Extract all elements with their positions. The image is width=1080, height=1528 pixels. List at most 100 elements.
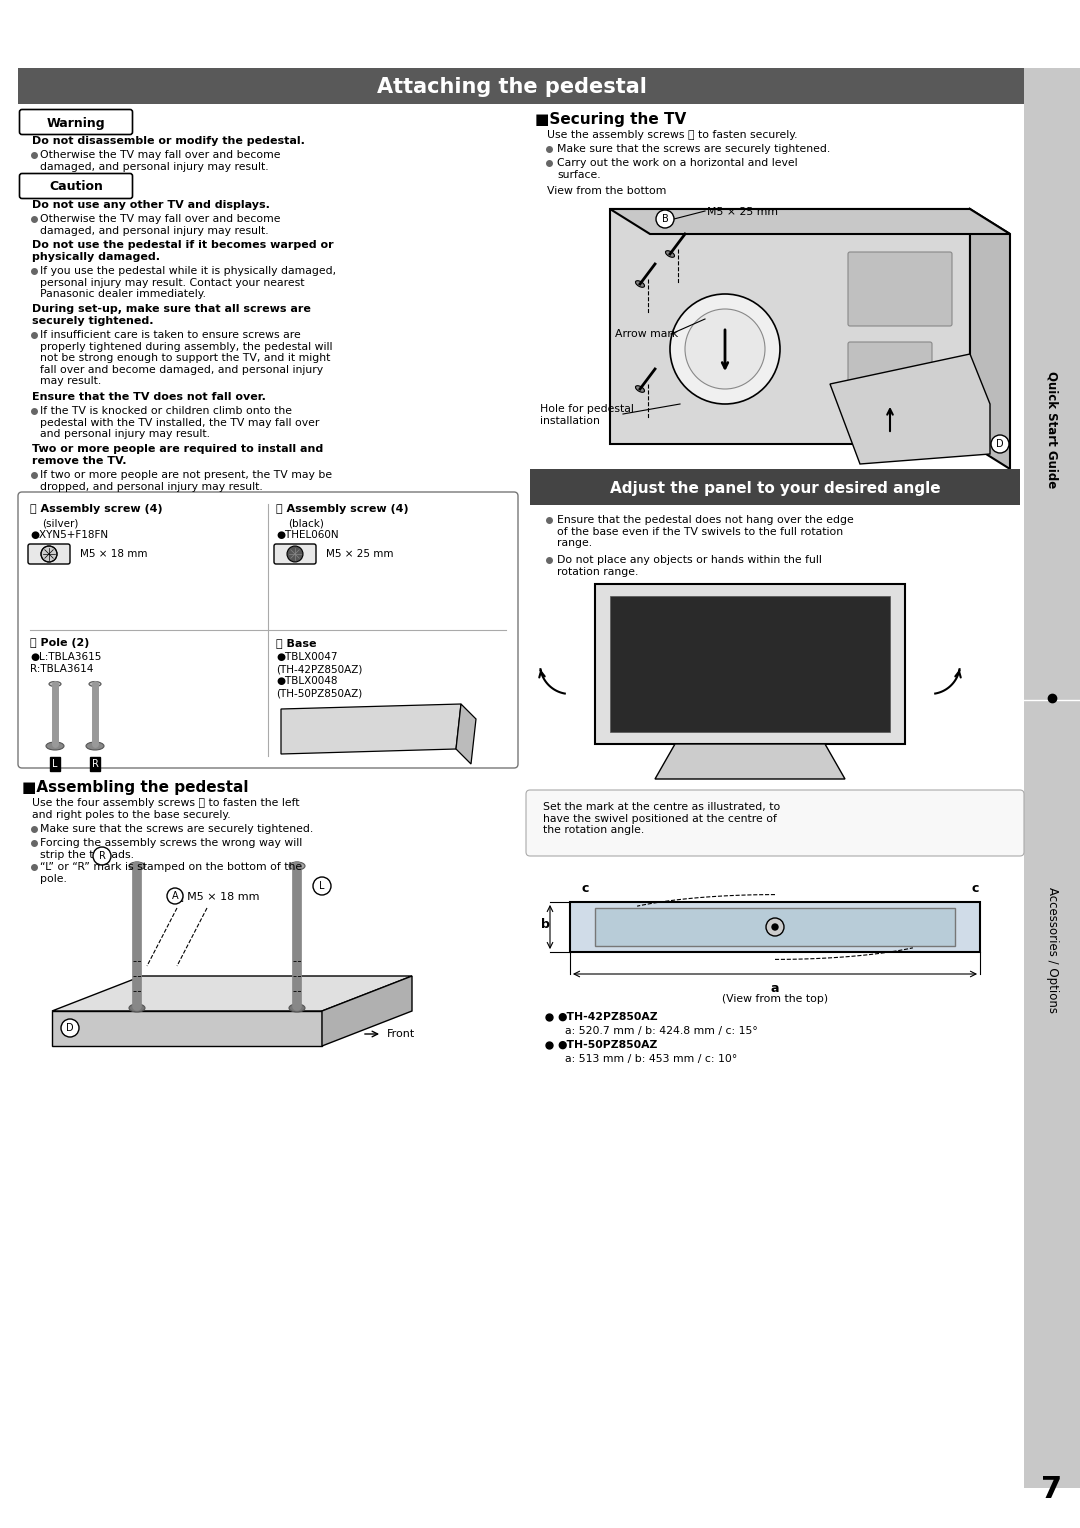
Text: Quick Start Guide: Quick Start Guide xyxy=(1045,371,1058,489)
Text: Attaching the pedestal: Attaching the pedestal xyxy=(377,76,647,96)
Text: ●L:TBLA3615: ●L:TBLA3615 xyxy=(30,652,102,662)
Text: a: 520.7 mm / b: 424.8 mm / c: 15°: a: 520.7 mm / b: 424.8 mm / c: 15° xyxy=(565,1025,758,1036)
FancyBboxPatch shape xyxy=(18,69,1024,104)
Text: M5 × 18 mm: M5 × 18 mm xyxy=(80,549,148,559)
Text: R: R xyxy=(92,759,98,769)
Text: ●XYN5+F18FN: ●XYN5+F18FN xyxy=(30,530,108,539)
Ellipse shape xyxy=(635,385,645,393)
Text: If insufficient care is taken to ensure screws are
properly tightened during ass: If insufficient care is taken to ensure … xyxy=(40,330,333,387)
Circle shape xyxy=(167,888,183,905)
Text: (TH-42PZ850AZ): (TH-42PZ850AZ) xyxy=(276,665,363,674)
Text: Front: Front xyxy=(387,1028,415,1039)
Ellipse shape xyxy=(635,281,645,287)
Polygon shape xyxy=(610,209,1010,234)
Text: a: 513 mm / b: 453 mm / c: 10°: a: 513 mm / b: 453 mm / c: 10° xyxy=(565,1054,738,1063)
Text: Ensure that the TV does not fall over.: Ensure that the TV does not fall over. xyxy=(32,393,266,402)
Text: ■Assembling the pedestal: ■Assembling the pedestal xyxy=(22,779,248,795)
FancyBboxPatch shape xyxy=(530,469,1020,504)
FancyBboxPatch shape xyxy=(570,902,980,952)
Ellipse shape xyxy=(289,862,305,869)
Circle shape xyxy=(287,545,303,562)
Text: Set the mark at the centre as illustrated, to
have the swivel positioned at the : Set the mark at the centre as illustrate… xyxy=(543,802,780,836)
Ellipse shape xyxy=(86,743,104,750)
Polygon shape xyxy=(654,744,845,779)
Ellipse shape xyxy=(89,681,102,686)
Ellipse shape xyxy=(129,862,145,869)
Text: Warning: Warning xyxy=(46,116,106,130)
Text: (silver): (silver) xyxy=(42,518,79,529)
Circle shape xyxy=(41,545,57,562)
Text: L: L xyxy=(52,759,57,769)
Text: M5 × 25 mm: M5 × 25 mm xyxy=(707,206,778,217)
Ellipse shape xyxy=(665,251,675,257)
Polygon shape xyxy=(970,209,1010,469)
Text: ●TBLX0047: ●TBLX0047 xyxy=(276,652,337,662)
FancyBboxPatch shape xyxy=(274,544,316,564)
Text: Do not place any objects or hands within the full
rotation range.: Do not place any objects or hands within… xyxy=(557,555,822,576)
FancyBboxPatch shape xyxy=(19,110,133,134)
Circle shape xyxy=(685,309,765,390)
Text: Arrow mark: Arrow mark xyxy=(615,329,678,339)
Text: “L” or “R” mark is stamped on the bottom of the
pole.: “L” or “R” mark is stamped on the bottom… xyxy=(40,862,302,883)
FancyBboxPatch shape xyxy=(848,252,951,325)
Text: Use the assembly screws Ⓑ to fasten securely.: Use the assembly screws Ⓑ to fasten secu… xyxy=(546,130,797,141)
Text: ●TH-42PZ850AZ: ●TH-42PZ850AZ xyxy=(557,1012,658,1022)
Text: If two or more people are not present, the TV may be
dropped, and personal injur: If two or more people are not present, t… xyxy=(40,471,333,492)
Text: Ⓑ Assembly screw (4): Ⓑ Assembly screw (4) xyxy=(276,504,408,513)
Polygon shape xyxy=(52,976,411,1012)
Text: R:TBLA3614: R:TBLA3614 xyxy=(30,665,93,674)
FancyBboxPatch shape xyxy=(18,492,518,769)
Text: (View from the top): (View from the top) xyxy=(721,995,828,1004)
Ellipse shape xyxy=(46,743,64,750)
FancyBboxPatch shape xyxy=(595,908,955,946)
Text: c: c xyxy=(971,883,978,895)
Text: Adjust the panel to your desired angle: Adjust the panel to your desired angle xyxy=(610,480,941,495)
Text: Make sure that the screws are securely tightened.: Make sure that the screws are securely t… xyxy=(40,824,313,834)
Text: ■Securing the TV: ■Securing the TV xyxy=(535,112,686,127)
Text: Do not use any other TV and displays.: Do not use any other TV and displays. xyxy=(32,200,270,209)
Text: Forcing the assembly screws the wrong way will
strip the threads.: Forcing the assembly screws the wrong wa… xyxy=(40,837,302,860)
Text: a: a xyxy=(771,983,780,995)
Text: ●TH-50PZ850AZ: ●TH-50PZ850AZ xyxy=(557,1041,658,1050)
Polygon shape xyxy=(610,596,890,732)
Text: During set-up, make sure that all screws are
securely tightened.: During set-up, make sure that all screws… xyxy=(32,304,311,325)
Circle shape xyxy=(670,293,780,403)
FancyBboxPatch shape xyxy=(28,544,70,564)
Text: Do not disassemble or modify the pedestal.: Do not disassemble or modify the pedesta… xyxy=(32,136,305,147)
Text: A: A xyxy=(172,891,178,902)
Ellipse shape xyxy=(49,681,60,686)
Text: 7: 7 xyxy=(1041,1476,1063,1505)
Circle shape xyxy=(93,847,111,865)
Text: View from the bottom: View from the bottom xyxy=(546,186,666,196)
Text: B: B xyxy=(662,214,669,225)
Text: b: b xyxy=(541,917,550,931)
Text: ●THEL060N: ●THEL060N xyxy=(276,530,339,539)
Circle shape xyxy=(313,877,330,895)
Text: Ensure that the pedestal does not hang over the edge
of the base even if the TV : Ensure that the pedestal does not hang o… xyxy=(557,515,854,549)
Polygon shape xyxy=(52,1012,322,1047)
Ellipse shape xyxy=(129,1004,145,1012)
Text: Caution: Caution xyxy=(49,180,103,194)
Text: Do not use the pedestal if it becomes warped or
physically damaged.: Do not use the pedestal if it becomes wa… xyxy=(32,240,334,261)
Polygon shape xyxy=(281,704,461,753)
Polygon shape xyxy=(595,584,905,744)
Ellipse shape xyxy=(289,1004,305,1012)
Polygon shape xyxy=(456,704,476,764)
Circle shape xyxy=(766,918,784,937)
Circle shape xyxy=(991,435,1009,452)
Text: Use the four assembly screws Ⓐ to fasten the left
and right poles to the base se: Use the four assembly screws Ⓐ to fasten… xyxy=(32,798,299,819)
Text: Ⓒ Pole (2): Ⓒ Pole (2) xyxy=(30,639,90,648)
Text: Ⓓ Base: Ⓓ Base xyxy=(276,639,316,648)
Circle shape xyxy=(772,924,778,931)
Text: (TH-50PZ850AZ): (TH-50PZ850AZ) xyxy=(276,688,362,698)
Text: Carry out the work on a horizontal and level
surface.: Carry out the work on a horizontal and l… xyxy=(557,157,798,180)
Polygon shape xyxy=(831,354,990,465)
Circle shape xyxy=(656,209,674,228)
Polygon shape xyxy=(610,209,970,445)
Text: Otherwise the TV may fall over and become
damaged, and personal injury may resul: Otherwise the TV may fall over and becom… xyxy=(40,150,281,171)
Text: Ⓐ M5 × 18 mm: Ⓐ M5 × 18 mm xyxy=(177,891,259,902)
FancyBboxPatch shape xyxy=(848,342,932,396)
Polygon shape xyxy=(322,976,411,1047)
Text: Make sure that the screws are securely tightened.: Make sure that the screws are securely t… xyxy=(557,144,831,154)
Text: D: D xyxy=(66,1024,73,1033)
